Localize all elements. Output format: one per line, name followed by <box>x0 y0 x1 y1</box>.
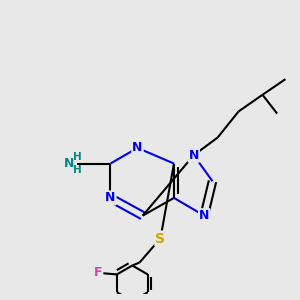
Text: H: H <box>73 165 82 176</box>
Text: S: S <box>155 232 165 245</box>
Text: N: N <box>189 149 199 162</box>
Text: N: N <box>199 209 209 222</box>
Text: N: N <box>105 191 116 204</box>
Text: N: N <box>132 141 143 154</box>
Text: N: N <box>64 157 74 170</box>
Text: F: F <box>94 266 102 279</box>
Text: H: H <box>73 152 82 162</box>
